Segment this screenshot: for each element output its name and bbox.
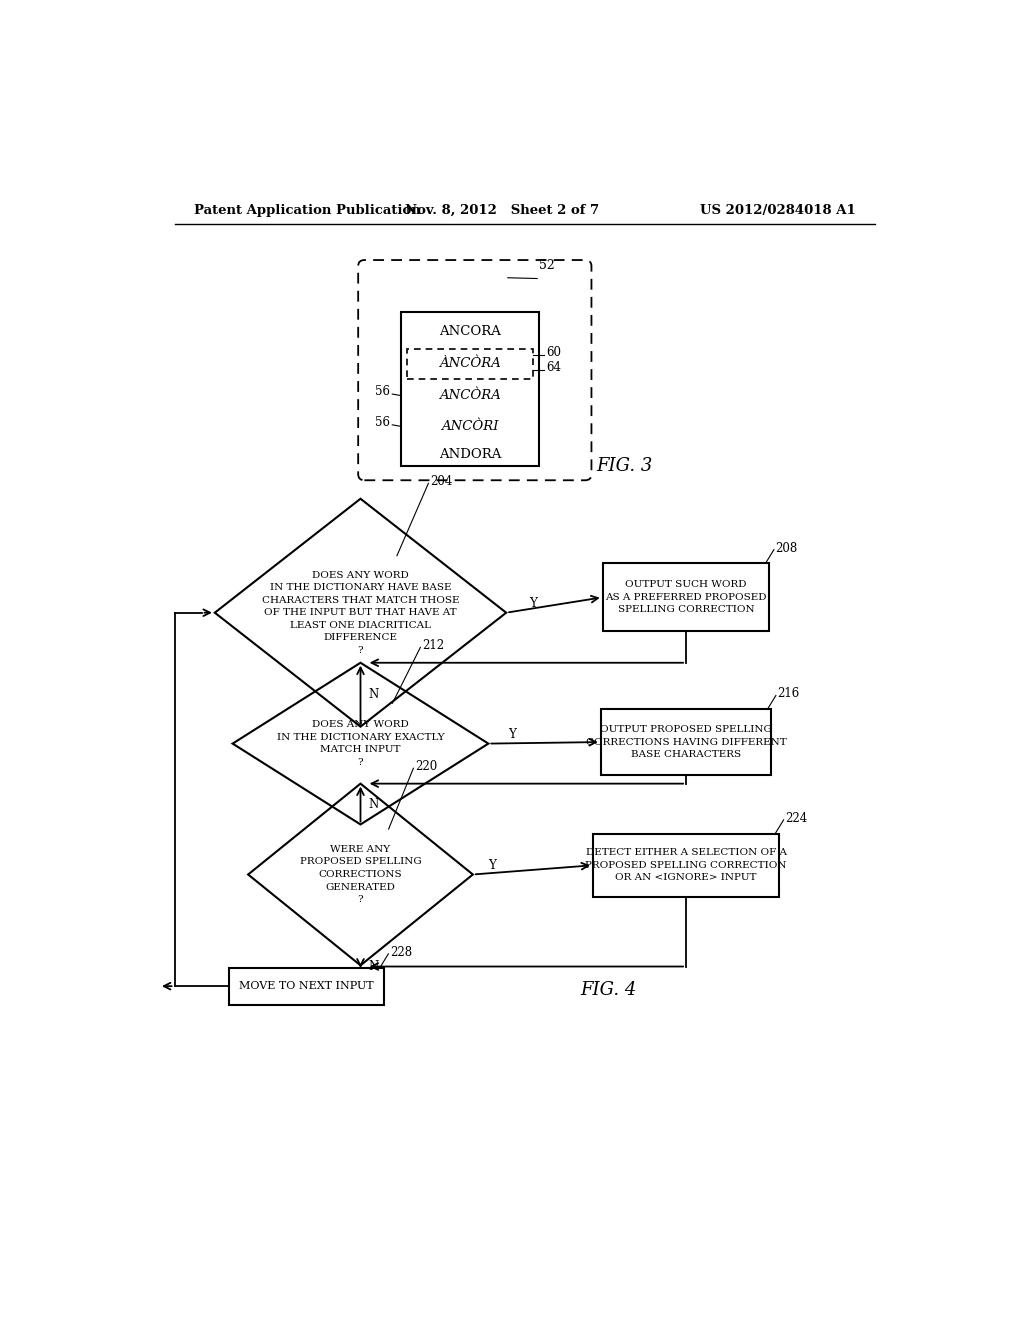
- Text: DOES ANY WORD
IN THE DICTIONARY EXACTLY
MATCH INPUT
?: DOES ANY WORD IN THE DICTIONARY EXACTLY …: [276, 721, 444, 767]
- Text: WERE ANY
PROPOSED SPELLING
CORRECTIONS
GENERATED
?: WERE ANY PROPOSED SPELLING CORRECTIONS G…: [300, 845, 421, 904]
- Text: 204: 204: [430, 475, 453, 488]
- Bar: [603, 564, 769, 631]
- Text: N: N: [369, 797, 379, 810]
- Text: ANCÒRA: ANCÒRA: [439, 389, 501, 403]
- Text: 212: 212: [422, 639, 444, 652]
- Text: ANCORA: ANCORA: [439, 325, 501, 338]
- Bar: [228, 968, 384, 1005]
- Text: Nov. 8, 2012   Sheet 2 of 7: Nov. 8, 2012 Sheet 2 of 7: [406, 205, 600, 218]
- Bar: [601, 709, 771, 775]
- Text: DETECT EITHER A SELECTION OF A
PROPOSED SPELLING CORRECTION
OR AN <IGNORE> INPUT: DETECT EITHER A SELECTION OF A PROPOSED …: [586, 849, 786, 882]
- Text: 220: 220: [415, 760, 437, 774]
- Text: 60: 60: [547, 346, 561, 359]
- Text: OUTPUT SUCH WORD
AS A PREFERRED PROPOSED
SPELLING CORRECTION: OUTPUT SUCH WORD AS A PREFERRED PROPOSED…: [605, 581, 767, 614]
- Text: 224: 224: [785, 812, 808, 825]
- Text: 228: 228: [390, 945, 412, 958]
- Text: ANCÒRI: ANCÒRI: [441, 420, 499, 433]
- Text: 216: 216: [777, 688, 800, 701]
- Text: 208: 208: [775, 541, 798, 554]
- Text: Patent Application Publication: Patent Application Publication: [194, 205, 421, 218]
- FancyBboxPatch shape: [400, 313, 539, 466]
- Text: Y: Y: [529, 597, 538, 610]
- Text: 52: 52: [539, 259, 555, 272]
- Text: N: N: [369, 688, 379, 701]
- Text: ÀNCÒRA: ÀNCÒRA: [439, 358, 501, 371]
- Text: FIG. 3: FIG. 3: [596, 458, 652, 475]
- FancyBboxPatch shape: [407, 348, 532, 379]
- Text: 56: 56: [375, 416, 390, 429]
- Text: 56: 56: [375, 385, 390, 399]
- Text: ANDORA: ANDORA: [438, 449, 501, 462]
- Text: US 2012/0284018 A1: US 2012/0284018 A1: [700, 205, 856, 218]
- FancyBboxPatch shape: [358, 260, 592, 480]
- Text: 64: 64: [547, 362, 561, 375]
- Text: N: N: [369, 960, 379, 973]
- Text: DOES ANY WORD
IN THE DICTIONARY HAVE BASE
CHARACTERS THAT MATCH THOSE
OF THE INP: DOES ANY WORD IN THE DICTIONARY HAVE BAS…: [262, 570, 459, 655]
- Text: Y: Y: [488, 859, 497, 871]
- Text: OUTPUT PROPOSED SPELLING
CORRECTIONS HAVING DIFFERENT
BASE CHARACTERS: OUTPUT PROPOSED SPELLING CORRECTIONS HAV…: [586, 725, 786, 759]
- Bar: [593, 834, 779, 896]
- Text: MOVE TO NEXT INPUT: MOVE TO NEXT INPUT: [239, 981, 374, 991]
- Text: FIG. 4: FIG. 4: [581, 981, 637, 999]
- Text: Y: Y: [508, 727, 516, 741]
